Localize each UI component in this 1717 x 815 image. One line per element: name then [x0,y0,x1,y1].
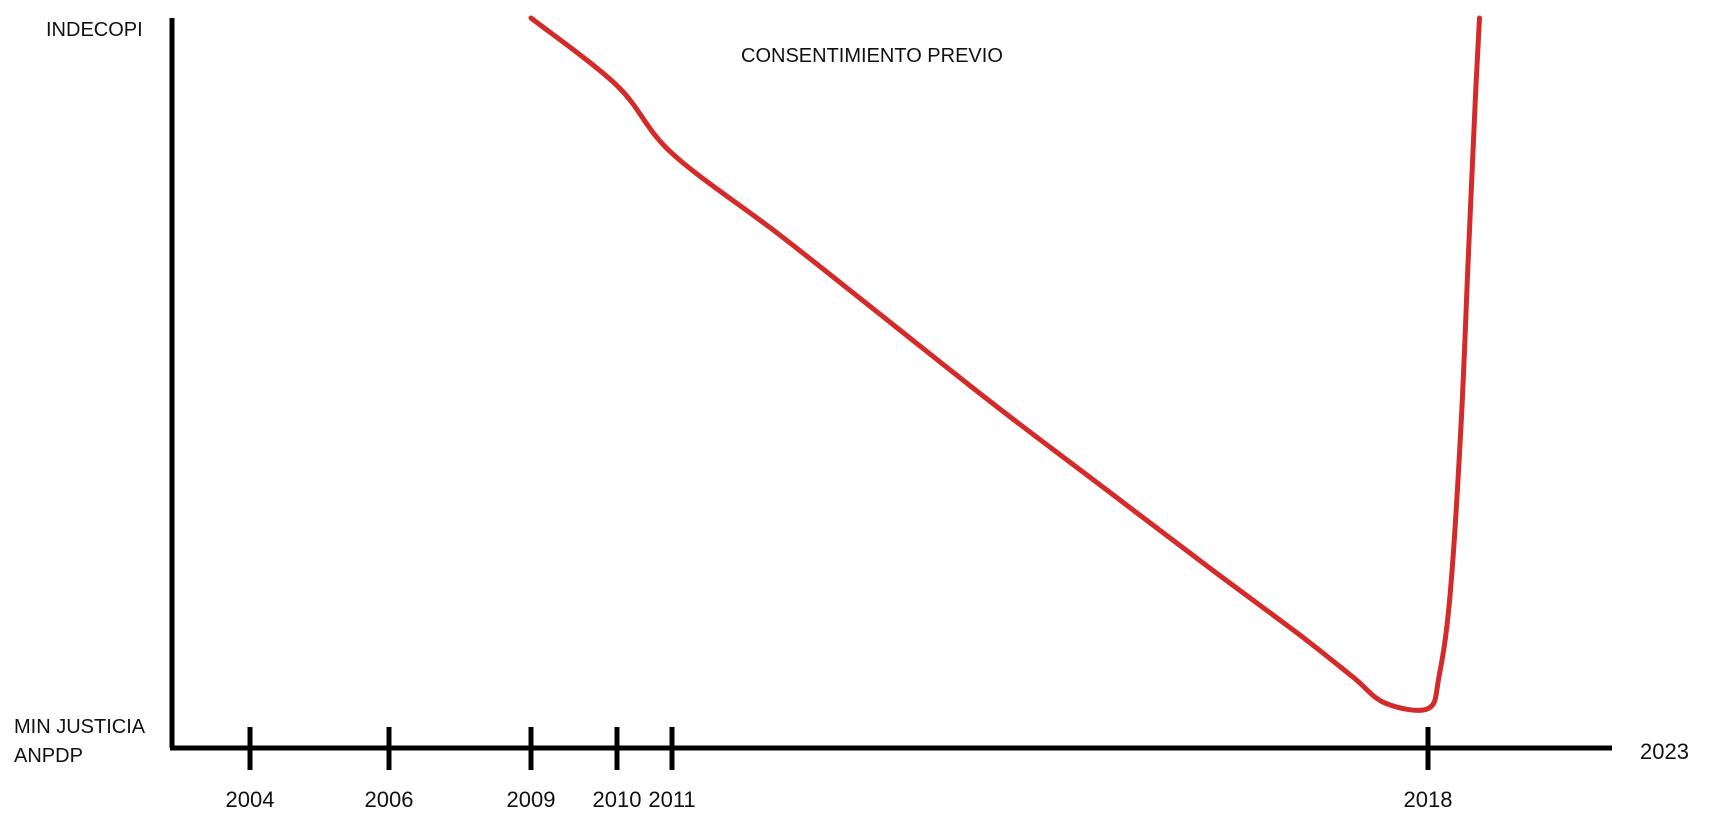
x-tick-label-2010: 2010 [593,787,642,812]
y-axis-top-label: INDECOPI [46,19,143,41]
x-tick-label-2018: 2018 [1404,787,1453,812]
chart-title: CONSENTIMIENTO PREVIO [741,45,1003,67]
x-axis-ticks: 2004 2006 2009 2010 2011 2018 [226,727,1453,812]
x-tick-label-2009: 2009 [507,787,556,812]
x-tick-label-2004: 2004 [226,787,275,812]
axes [169,18,1612,751]
series-line-0 [528,15,1482,713]
x-tick-label-2006: 2006 [365,787,414,812]
y-axis-bottom-label-line-2: ANPDP [14,745,83,767]
series-group [528,15,1482,713]
x-axis-end-label: 2023 [1640,739,1689,764]
y-axis-bottom-label-line-1: MIN JUSTICIA [14,716,146,738]
x-tick-label-2011: 2011 [648,787,695,812]
